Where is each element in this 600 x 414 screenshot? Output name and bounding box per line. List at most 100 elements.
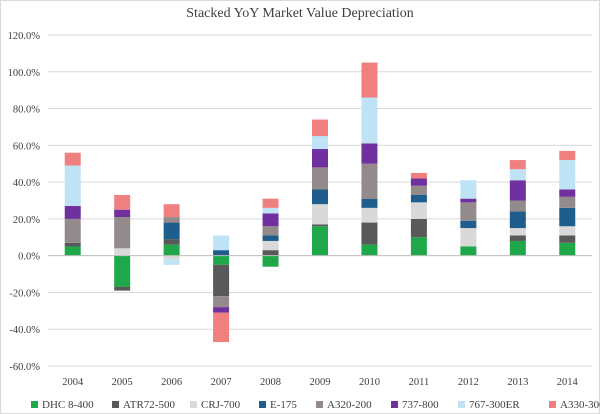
bar-segment-e-175-2013: [509, 211, 526, 229]
bar-segment-crj-700-2009: [312, 204, 328, 225]
y-tick-label: 120.0%: [8, 31, 41, 42]
bar-segment-767-300er-2010: [361, 97, 378, 144]
bar-segment-atr72-500-2004: [64, 242, 81, 247]
bar-segment-a320-200-2011: [410, 185, 427, 195]
bar-segment-atr72-500-2011: [410, 218, 427, 238]
x-tick-label: 2005: [112, 377, 133, 388]
bar-segment-767-300er-2009: [312, 136, 328, 150]
bar-segment-atr72-500-2005: [114, 286, 131, 291]
bar-segment-737-800-2014: [559, 189, 576, 197]
bar-segment-e-175-2010: [361, 198, 378, 208]
bar-segment-dhc-8-400-2008: [262, 255, 279, 267]
bar-segment-a320-200-2006: [163, 217, 180, 223]
chart-title: Stacked YoY Market Value Depreciation: [186, 6, 413, 21]
bar-segment-a330-300-2010: [361, 62, 378, 98]
bar-segment-a320-200-2008: [262, 226, 279, 236]
bar-segment-e-175-2008: [262, 235, 279, 241]
bar-segment-crj-700-2013: [509, 228, 526, 236]
bar-segment-767-300er-2008: [262, 207, 279, 214]
bar-segment-dhc-8-400-2004: [64, 246, 81, 256]
legend-item: A330-300: [549, 399, 600, 411]
y-tick-label: 60.0%: [13, 141, 40, 152]
bar-segment-a330-300-2009: [312, 119, 328, 137]
bar-segment-767-300er-2007: [213, 235, 230, 251]
x-tick-label: 2008: [260, 377, 281, 388]
bar-segment-e-175-2012: [460, 220, 477, 229]
bar-segment-737-800-2011: [410, 178, 427, 186]
x-axis-ticks: 2004 2005 2006 2007 2008 2009 2010 2011 2012 2013…: [62, 377, 578, 388]
bar-segment-a320-200-2013: [509, 200, 526, 212]
legend-swatch: [458, 401, 465, 408]
bar-segment-737-800-2005: [114, 209, 131, 218]
legend-label: A320-200: [327, 399, 372, 411]
bar-segment-crj-700-2010: [361, 207, 378, 223]
y-tick-label: -60.0%: [9, 362, 40, 373]
x-tick-label: 2011: [409, 377, 430, 388]
legend-item: 767-300ER: [458, 399, 520, 411]
bar-segment-dhc-8-400-2006: [163, 244, 180, 256]
bar-segment-e-175-2009: [312, 189, 328, 205]
bar-segment-atr72-500-2009: [312, 224, 328, 227]
legend-item: DHC 8-400: [31, 399, 94, 411]
x-tick-label: 2006: [161, 377, 182, 388]
x-tick-label: 2004: [62, 377, 84, 388]
bar-segment-e-175-2014: [559, 207, 576, 227]
bar-segment-737-800-2010: [361, 143, 378, 164]
bar-segment-737-800-2008: [262, 213, 279, 227]
bar-segment-a330-300-2007: [213, 312, 230, 343]
bar-segment-atr72-500-2013: [509, 235, 526, 241]
x-tick-label: 2013: [507, 377, 528, 388]
bar-segment-a330-300-2006: [163, 204, 180, 218]
legend-label: E-175: [270, 399, 297, 411]
legend-label: 737-800: [402, 399, 439, 411]
bar-segment-737-800-2009: [312, 149, 328, 168]
bar-segment-e-175-2011: [410, 194, 427, 203]
bar-segment-a320-200-2009: [312, 167, 328, 190]
y-tick-label: 80.0%: [13, 105, 40, 116]
legend-swatch: [391, 401, 398, 408]
bar-segment-a320-200-2012: [460, 202, 477, 221]
bar-segment-crj-700-2014: [559, 226, 576, 236]
legend-label: 767-300ER: [469, 399, 520, 411]
bar-segment-a330-300-2013: [509, 160, 526, 170]
legend-swatch: [190, 401, 197, 408]
bar-segment-737-800-2004: [64, 206, 81, 219]
legend-label: ATR72-500: [123, 399, 175, 411]
gridlines: [48, 34, 592, 367]
bar-segment-dhc-8-400-2007: [213, 255, 230, 265]
bar-segment-crj-700-2012: [460, 228, 477, 247]
bar-segment-a330-300-2011: [410, 172, 427, 179]
legend-swatch: [549, 401, 556, 408]
bar-segment-a330-300-2004: [64, 152, 81, 166]
bar-segment-atr72-500-2006: [163, 239, 180, 245]
x-tick-label: 2009: [310, 377, 331, 388]
legend-swatch: [259, 401, 266, 408]
legend-item: ATR72-500: [112, 399, 175, 411]
legend-item: A320-200: [316, 399, 372, 411]
bar-segment-a320-200-2010: [361, 163, 378, 199]
x-tick-label: 2014: [557, 377, 579, 388]
bar-segment-crj-700-2011: [410, 202, 427, 219]
y-tick-label: 100.0%: [8, 68, 41, 79]
bar-segment-767-300er-2012: [460, 180, 477, 199]
bar-segment-767-300er-2013: [509, 169, 526, 181]
bar-segment-crj-700-2005: [114, 248, 131, 256]
bar-segment-a330-300-2008: [262, 198, 279, 208]
x-tick-label: 2007: [211, 377, 232, 388]
y-tick-label: 40.0%: [13, 178, 40, 189]
bar-segment-dhc-8-400-2012: [460, 246, 477, 256]
x-tick-label: 2012: [458, 377, 479, 388]
y-tick-label: -40.0%: [9, 325, 40, 336]
bar-segment-a320-200-2005: [114, 217, 131, 249]
bars: [64, 62, 576, 343]
bar-segment-atr72-500-2007: [213, 264, 230, 297]
bar-segment-767-300er-2014: [559, 160, 576, 190]
bar-segment-dhc-8-400-2013: [509, 240, 526, 256]
legend-swatch: [31, 401, 38, 408]
legend-label: DHC 8-400: [42, 399, 94, 411]
bar-segment-crj-700-2008: [262, 240, 279, 251]
y-tick-label: 0.0%: [18, 252, 40, 263]
